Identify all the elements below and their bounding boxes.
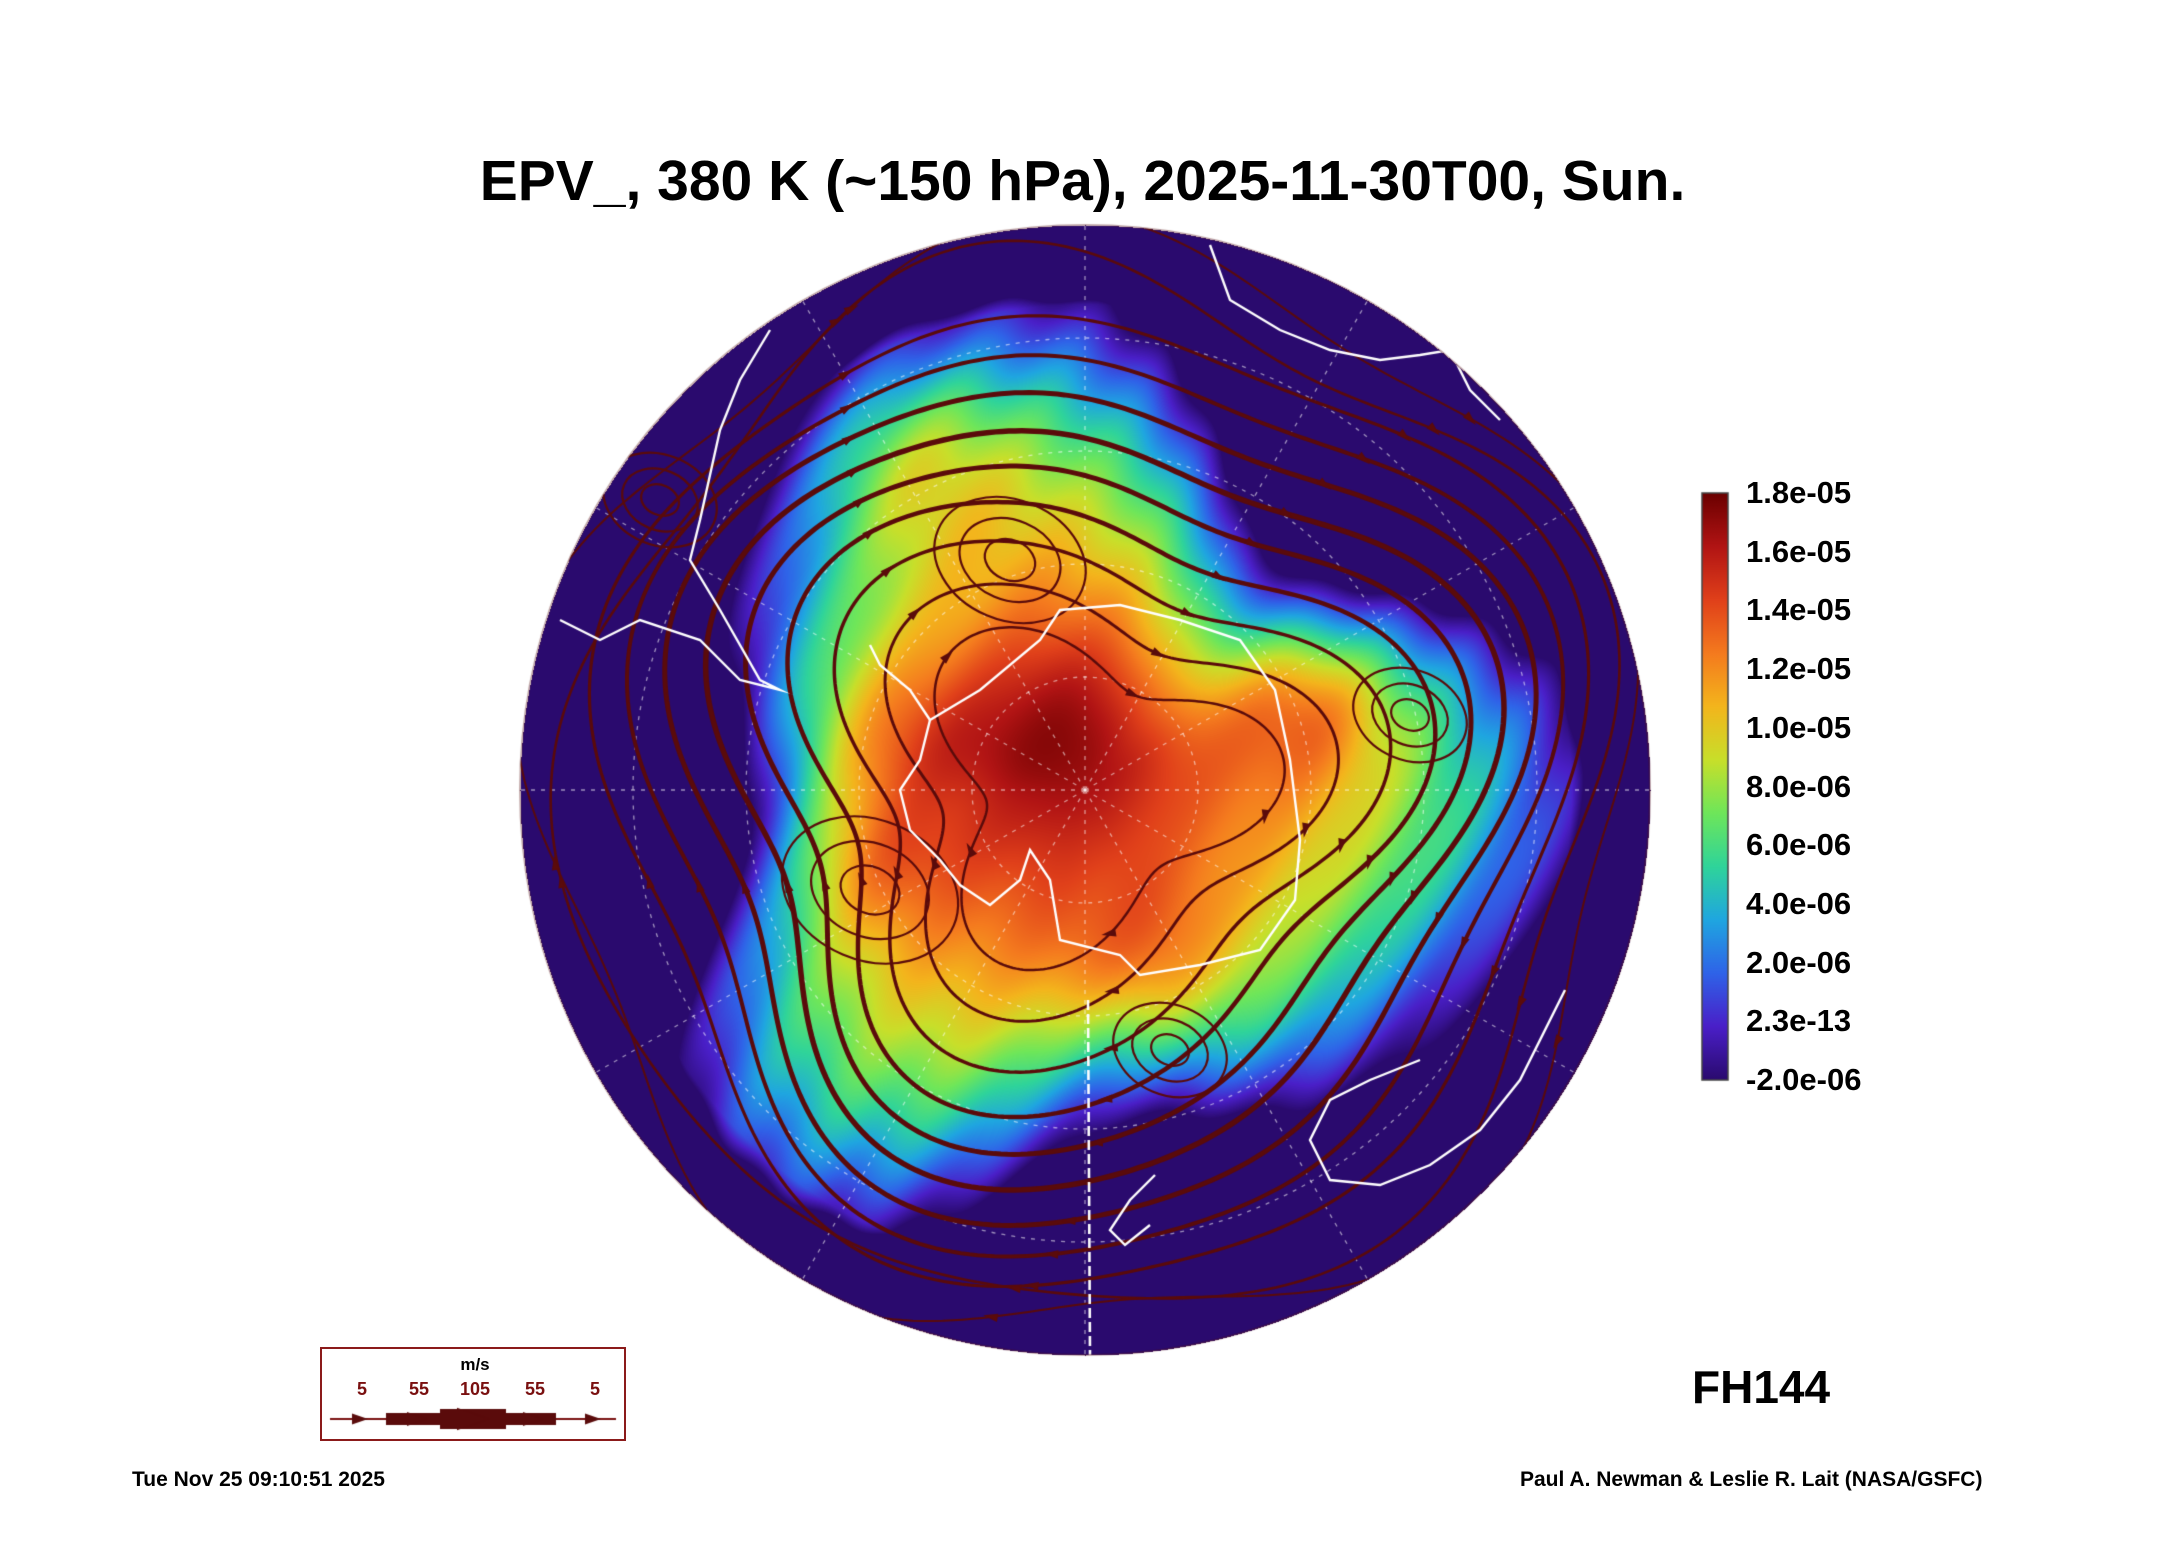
wind-speed-key: m/s 5 55 105 55 5 (320, 1347, 626, 1441)
wind-key-speed: 55 (524, 1379, 546, 1399)
credit-line: Paul A. Newman & Leslie R. Lait (NASA/GS… (1520, 1468, 1983, 1491)
colorbar-tick-label: 1.8e-05 (1746, 475, 1852, 510)
colorbar-tick-label: -2.0e-06 (1746, 1062, 1862, 1097)
colorbar-tick-label: 4.0e-06 (1746, 885, 1852, 921)
timestamp: Tue Nov 25 09:10:51 2025 (132, 1468, 385, 1491)
wind-key-speed: 5 (356, 1379, 368, 1399)
colorbar-tick-label: 2.3e-13 (1746, 1003, 1852, 1039)
wind-key-unit: m/s (460, 1355, 490, 1374)
wind-key-speed: 5 (589, 1379, 601, 1399)
colorbar-tick-label: 8.0e-06 (1746, 768, 1852, 804)
wind-key-speed: 105 (459, 1379, 491, 1399)
colorbar-tick-label: 1.4e-05 (1746, 592, 1852, 628)
wind-key-speed: 55 (408, 1379, 430, 1399)
colorbar-tick-label: 2.0e-06 (1746, 944, 1852, 980)
colorbar-tick-label: 1.2e-05 (1746, 651, 1852, 687)
forecast-hour-label: FH144 (1692, 1361, 1831, 1413)
page-title: EPV_, 380 K (~150 hPa), 2025-11-30T00, S… (479, 149, 1686, 213)
colorbar-tick-label: 1.6e-05 (1746, 533, 1852, 569)
colorbar-tick-label: 6.0e-06 (1746, 827, 1852, 863)
colorbar-tick-label: 1.0e-05 (1746, 709, 1852, 745)
